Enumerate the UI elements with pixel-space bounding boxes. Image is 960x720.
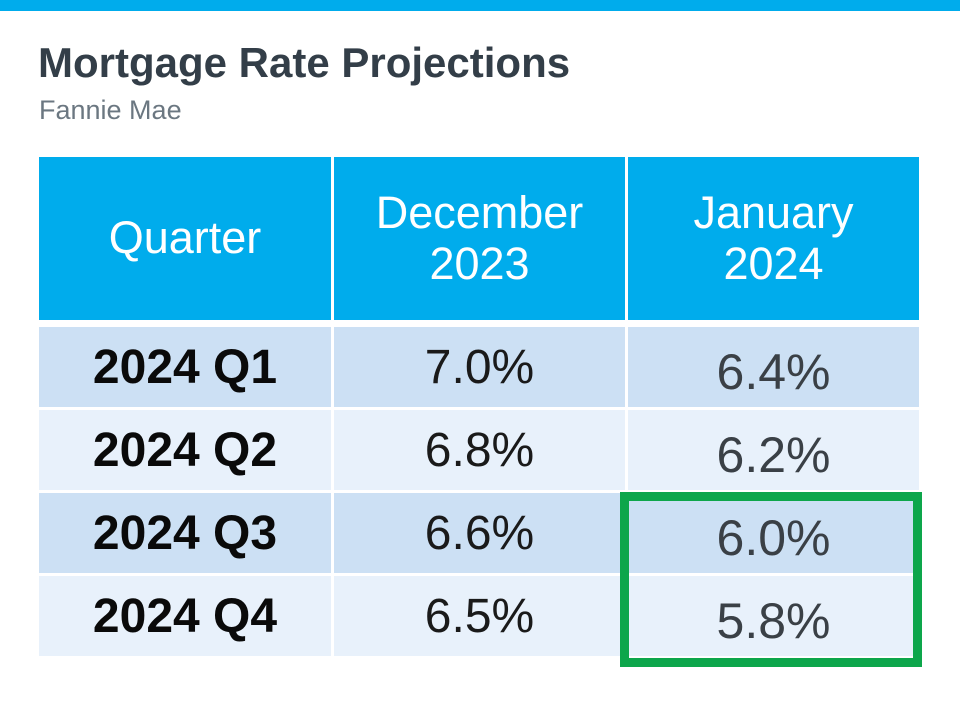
row-q4-december-value: 6.5% [334,576,625,656]
rate-projections-table: Quarter December 2023 January 2024 2024 … [39,157,919,656]
row-q4-quarter-label: 2024 Q4 [39,576,331,656]
row-q3-quarter-label: 2024 Q3 [39,493,331,573]
row-q1-january-value: 6.4% [628,327,919,407]
column-header-january-2024: January 2024 [628,157,919,324]
row-q2-january-value: 6.2% [628,410,919,490]
row-q2-december-value: 6.8% [334,410,625,490]
row-q2-quarter-label: 2024 Q2 [39,410,331,490]
page-title: Mortgage Rate Projections [38,39,571,86]
page-subtitle: Fannie Mae [39,95,182,125]
row-q3-december-value: 6.6% [334,493,625,573]
row-q1-december-value: 7.0% [334,327,625,407]
column-header-quarter-label: Quarter [108,212,262,264]
row-q4-january-value: 5.8% [628,576,919,656]
top-accent-bar [0,0,960,11]
column-header-quarter: Quarter [39,157,331,324]
column-header-december-2023: December 2023 [334,157,625,324]
column-header-december-2023-label: December 2023 [375,187,584,289]
column-header-january-2024-label: January 2024 [693,187,854,289]
row-q3-january-value: 6.0% [628,493,919,573]
row-q1-quarter-label: 2024 Q1 [39,327,331,407]
